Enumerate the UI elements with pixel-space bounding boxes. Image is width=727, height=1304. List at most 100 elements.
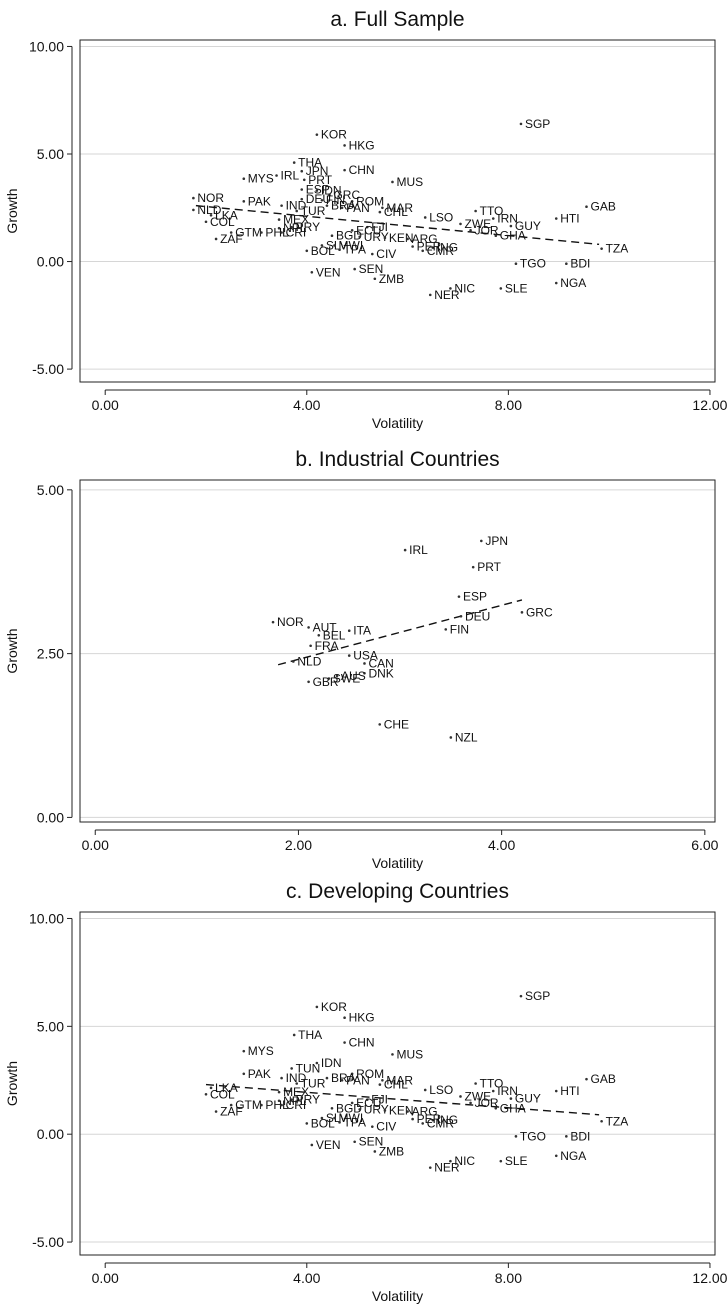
point-tto — [474, 1082, 477, 1085]
point-cri — [280, 231, 283, 234]
point-civ — [371, 252, 374, 256]
point-hkg — [343, 144, 346, 147]
point-can — [363, 662, 366, 665]
point-label-bol: BOL — [311, 244, 335, 258]
x-axis-label: Volatility — [372, 415, 423, 431]
point-label-ven: VEN — [316, 1138, 341, 1152]
point-prt — [302, 178, 306, 182]
point-label-bdi: BDI — [570, 257, 590, 271]
point-label-tpa: TPA — [344, 243, 366, 257]
point-irn — [491, 217, 495, 220]
point-label-rom: ROM — [356, 1067, 384, 1081]
point-nor — [192, 196, 195, 200]
y-tick-label: 5.00 — [37, 146, 64, 162]
point-label-phl: PHL — [265, 1098, 289, 1112]
y-tick-label: 0.00 — [37, 254, 64, 270]
point-label-cmr: CMR — [427, 1116, 455, 1130]
point-label-zaf: ZAF — [220, 232, 243, 246]
point-label-ken: KEN — [389, 231, 414, 245]
point-guy — [509, 1097, 513, 1100]
point-label-fji: FJI — [371, 1093, 388, 1107]
point-hkg — [343, 1016, 346, 1020]
point-label-tur: TUR — [301, 204, 326, 218]
panel-c: c. Developing Countries -5.00 0.00 5.00 10.0… — [4, 880, 727, 1304]
point-phl — [260, 231, 263, 234]
point-label-ind: IND — [286, 199, 307, 213]
point-cmr — [421, 1122, 424, 1125]
point-label-hti: HTI — [560, 212, 579, 226]
point-label-lso: LSO — [429, 1083, 453, 1097]
point-che — [378, 723, 382, 726]
point-nga — [554, 1154, 558, 1158]
point-label-ven: VEN — [316, 265, 341, 279]
point-label-npl: NPL — [283, 1094, 307, 1108]
point-ind — [280, 1076, 283, 1080]
point-nld — [292, 660, 295, 663]
point-label-tto: TTO — [480, 1077, 504, 1091]
point-label-pry: PRY — [296, 1093, 320, 1107]
point-label-deu: DEU — [306, 192, 331, 206]
point-label-idn: IDN — [321, 184, 342, 198]
point-jor — [469, 1101, 472, 1105]
point-zmb — [373, 277, 377, 281]
plot-area — [79, 479, 716, 823]
point-gab — [585, 1077, 588, 1081]
point-lka — [209, 214, 213, 217]
point-fin — [320, 198, 324, 202]
point-sgp — [519, 994, 523, 998]
point-label-mar: MAR — [386, 201, 413, 215]
y-tick-label: 5.00 — [37, 1018, 64, 1034]
point-label-arg: ARG — [412, 1105, 438, 1119]
point-label-gha: GHA — [500, 1101, 526, 1115]
point-gbr — [307, 680, 310, 684]
plot-area — [79, 39, 716, 383]
point-ner — [428, 293, 432, 297]
point-label-prt: PRT — [308, 173, 332, 187]
point-label-mus: MUS — [396, 175, 423, 189]
point-tur — [295, 1082, 299, 1085]
point-label-slv: SLV — [326, 238, 348, 252]
x-tick-label: 0.00 — [92, 1270, 119, 1286]
point-label-idn: IDN — [321, 1056, 342, 1070]
point-nic — [449, 1159, 452, 1163]
point-label-tgo: TGO — [520, 1129, 546, 1143]
point-label-tza: TZA — [606, 1114, 629, 1128]
y-tick-label: 10.00 — [29, 910, 64, 926]
point-label-tto: TTO — [480, 204, 504, 218]
point-label-fin: FIN — [326, 193, 345, 207]
point-label-mys: MYS — [248, 172, 274, 186]
point-bol — [305, 1122, 309, 1125]
point-irl — [403, 548, 407, 552]
point-rom — [350, 200, 354, 203]
point-gab — [585, 205, 588, 208]
point-zwe — [459, 1095, 462, 1098]
point-label-chn: CHN — [349, 1036, 375, 1050]
point-label-guy: GUY — [515, 1092, 541, 1106]
panel-title: b. Industrial Countries — [295, 448, 499, 471]
point-chn — [343, 1041, 346, 1044]
point-usa — [347, 654, 351, 657]
point-pak — [242, 1072, 246, 1076]
point-label-jpn: JPN — [485, 534, 508, 548]
point-mys — [242, 177, 246, 181]
point-label-nld: NLD — [297, 654, 321, 668]
point-label-nga: NGA — [560, 1149, 586, 1163]
point-jpn — [480, 539, 483, 543]
point-col — [204, 1092, 208, 1096]
point-ven — [310, 1143, 314, 1147]
point-bdi — [565, 262, 568, 265]
point-tgo — [514, 262, 518, 265]
point-label-mex: MEX — [283, 1085, 309, 1099]
point-esp — [300, 188, 304, 191]
point-label-guy: GUY — [515, 219, 541, 233]
point-nld — [192, 208, 195, 212]
point-label-ind: IND — [286, 1071, 307, 1085]
point-label-mys: MYS — [248, 1044, 274, 1058]
point-label-jpn: JPN — [306, 164, 329, 178]
point-ken — [383, 236, 387, 240]
y-axis-label: Growth — [4, 628, 20, 673]
x-tick-label: 12.00 — [692, 1270, 727, 1286]
point-tur — [295, 209, 299, 213]
point-pan — [340, 1078, 344, 1082]
